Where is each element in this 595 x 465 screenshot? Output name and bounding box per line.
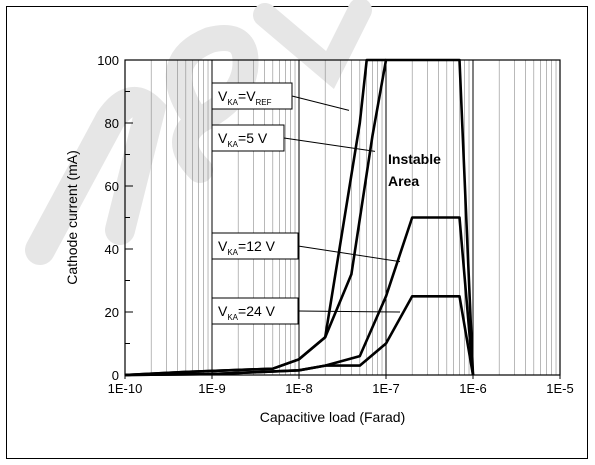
series-label-part: KA: [227, 98, 238, 107]
y-axis-title: Cathode current (mA): [64, 150, 80, 285]
series-label-part: V: [218, 303, 228, 319]
label-box: [211, 124, 285, 152]
x-tick-label: 1E-9: [198, 381, 225, 396]
series-line: [124, 294, 475, 377]
y-tick-label: 60: [105, 179, 119, 194]
y-tick-label: 40: [105, 242, 119, 257]
y-tick-label: 20: [105, 305, 119, 320]
label-box: [211, 232, 299, 260]
label-leader-line: [283, 137, 376, 152]
y-tick-labels: 0 20 40 60 80 100: [97, 53, 119, 383]
y-tick-label: 80: [105, 116, 119, 131]
y-tick-label: 100: [97, 53, 119, 68]
series-label-part: =24 V: [238, 303, 276, 319]
series-label: VKA=VREF: [218, 88, 272, 107]
series-label-part: V: [218, 130, 228, 146]
series-lines: [124, 58, 475, 377]
x-tick-label: 1E-10: [108, 381, 143, 396]
label-box: [211, 82, 293, 110]
series-label: VKA=12 V: [218, 238, 276, 257]
series-label-part: KA: [227, 313, 238, 322]
label-leader-line: [297, 245, 401, 263]
series-line: [124, 58, 475, 377]
x-axis-title: Capacitive load (Farad): [260, 409, 406, 425]
series-label: VKA=24 V: [218, 303, 276, 322]
series-label-part: =5 V: [238, 130, 268, 146]
series-label-part: V: [218, 238, 228, 254]
instable-area-label-line2: Area: [388, 173, 419, 189]
label-leader-line: [291, 95, 350, 111]
instable-area-label-line1: Instable: [388, 151, 441, 167]
series-label: VKA=5 V: [218, 130, 268, 149]
x-tick-label: 1E-8: [285, 381, 312, 396]
label-box: [211, 297, 299, 325]
series-label-part: KA: [227, 248, 238, 257]
x-tick-label: 1E-5: [546, 381, 573, 396]
series-label-part: REF: [256, 98, 272, 107]
label-leader-line: [297, 310, 401, 313]
x-tick-label: 1E-6: [459, 381, 486, 396]
grid-major: [124, 60, 561, 379]
series-label-part: KA: [227, 140, 238, 149]
series-label-part: =12 V: [238, 238, 276, 254]
plot-area-border: [124, 59, 561, 376]
y-tick-label: 0: [112, 368, 119, 383]
x-tick-label: 1E-7: [372, 381, 399, 396]
x-tick-labels: 1E-10 1E-9 1E-8 1E-7 1E-6 1E-5: [108, 381, 574, 396]
series-label-part: =V: [238, 88, 256, 104]
grid-minor: [150, 60, 557, 375]
series-label-part: V: [218, 88, 228, 104]
